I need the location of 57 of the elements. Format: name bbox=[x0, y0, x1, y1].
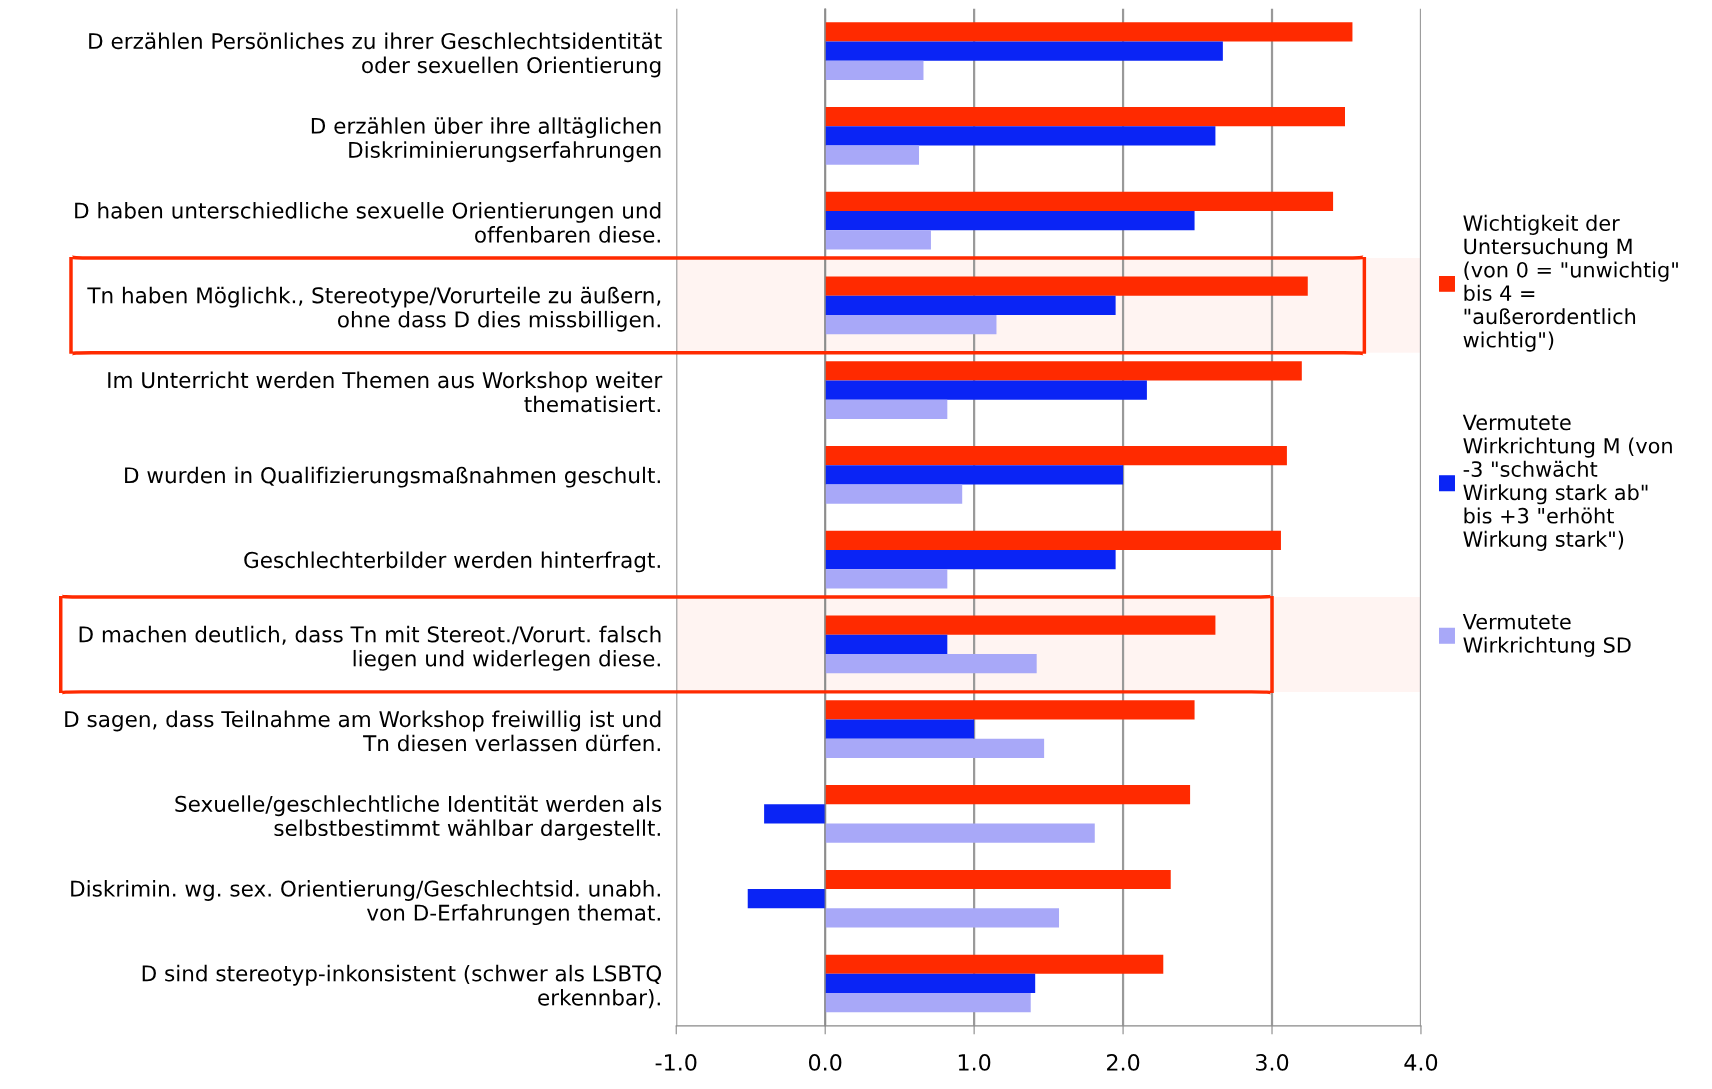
x-tick-label: -1.0 bbox=[655, 1054, 697, 1071]
bar bbox=[825, 191, 1334, 212]
bar bbox=[825, 738, 1045, 758]
bar bbox=[825, 484, 963, 504]
bar bbox=[825, 211, 1195, 231]
y-tick-label: D erzählen über ihre alltäglichen Diskriminierungserfahrungen bbox=[311, 117, 661, 163]
bar bbox=[825, 465, 1124, 485]
bar bbox=[825, 993, 1031, 1013]
y-tick-label: D erzählen Persönliches zu ihrer Geschlechtsidentität oder sexuellen Orientierung bbox=[89, 32, 662, 78]
bar bbox=[825, 615, 1216, 635]
bar bbox=[825, 785, 1191, 805]
y-tick-label: Im Unterricht werden Themen aus Workshop weiter thematisiert. bbox=[108, 371, 663, 413]
bar bbox=[825, 634, 948, 655]
y-tick-label: D machen deutlich, dass Tn mit Stereot./Vorurt. falsch liegen und widerlegen diese. bbox=[79, 625, 661, 671]
bar bbox=[825, 719, 975, 739]
bar bbox=[825, 60, 924, 80]
bar bbox=[825, 126, 1216, 146]
y-tick-label: D sind stereotyp-inkonsistent (schwer als LSBTQ erkennbar). bbox=[142, 964, 662, 1009]
bar bbox=[825, 107, 1345, 127]
y-tick-label: D sagen, dass Teilnahme am Workshop freiwillig ist und Tn diesen verlassen dürfen. bbox=[65, 710, 661, 752]
y-tick-label: D wurden in Qualifizierungsmaßnahmen geschult. bbox=[125, 466, 660, 488]
bar bbox=[825, 446, 1287, 466]
bar bbox=[825, 823, 1095, 843]
bar bbox=[825, 869, 1171, 890]
bar bbox=[825, 654, 1037, 674]
bar bbox=[825, 145, 920, 165]
x-tick-label: 1.0 bbox=[958, 1054, 991, 1071]
legend-label: Vermutete Wirkrichtung SD bbox=[1462, 614, 1631, 657]
bar bbox=[825, 361, 1302, 381]
legend-label: Wichtigkeit der Untersuchung M (von 0 = "unwichtig" bis 4 = "außerordentlich wichtig") bbox=[1463, 214, 1678, 352]
bar bbox=[825, 314, 997, 335]
y-tick-label: Sexuelle/geschlechtliche Identität werden als selbstbestimmt wählbar dargestellt. bbox=[175, 795, 662, 841]
bar bbox=[825, 230, 931, 250]
bar bbox=[825, 530, 1281, 551]
y-tick-label: Diskrimin. wg. sex. Orientierung/Geschlechtsid. unabh. von D-Erfahrungen themat. bbox=[71, 880, 660, 926]
bar bbox=[825, 399, 948, 419]
bar bbox=[747, 889, 826, 909]
bar bbox=[825, 380, 1147, 400]
bar bbox=[825, 276, 1308, 296]
bar bbox=[764, 804, 826, 824]
x-tick-label: 2.0 bbox=[1107, 1054, 1140, 1071]
bar bbox=[825, 569, 948, 589]
legend-label: Vermutete Wirkrichtung M (von -3 "schwächt Wirkung stark ab" bis +3 "erhöht Wirkung stark") bbox=[1462, 414, 1672, 551]
y-tick-label: Geschlechterbilder werden hinterfragt. bbox=[244, 551, 660, 573]
bar bbox=[825, 973, 1036, 994]
bar bbox=[825, 550, 1116, 570]
bar bbox=[825, 954, 1164, 974]
y-tick-label: Tn haben Möglichk., Stereotype/Vorurteile zu äußern, ohne dass D dies missbilligen. bbox=[87, 286, 661, 332]
x-tick-label: 0.0 bbox=[808, 1054, 842, 1071]
y-tick-label: D haben unterschiedliche sexuelle Orientierungen und offenbaren diese. bbox=[75, 202, 661, 243]
x-tick-label: 3.0 bbox=[1256, 1054, 1289, 1071]
bar bbox=[825, 41, 1223, 61]
bar bbox=[825, 908, 1060, 928]
bar bbox=[825, 700, 1195, 720]
x-tick-label: 4.0 bbox=[1404, 1054, 1438, 1071]
bar bbox=[825, 295, 1116, 315]
bar bbox=[825, 22, 1353, 42]
